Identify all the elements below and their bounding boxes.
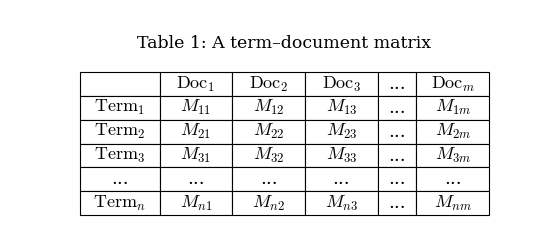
Text: $M_{22}$: $M_{22}$ [253, 122, 284, 141]
Text: Table 1: A term–document matrix: Table 1: A term–document matrix [137, 35, 431, 52]
Bar [378, 168, 417, 191]
Bar [305, 96, 378, 120]
Text: $M_{3m}$: $M_{3m}$ [434, 146, 471, 165]
Text: $M_{32}$: $M_{32}$ [253, 146, 284, 165]
Bar [305, 72, 378, 96]
Text: $\mathrm{Doc}_1$: $\mathrm{Doc}_1$ [176, 75, 216, 93]
Text: $M_{n1}$: $M_{n1}$ [179, 194, 212, 213]
Bar [378, 144, 417, 168]
Text: $\mathrm{Term}_1$: $\mathrm{Term}_1$ [94, 98, 145, 117]
Bar [160, 191, 232, 215]
Bar [417, 191, 489, 215]
Text: $M_{11}$: $M_{11}$ [181, 98, 212, 117]
Bar [80, 120, 160, 144]
Text: ...: ... [388, 123, 406, 141]
Text: ...: ... [388, 75, 406, 93]
Text: $\mathrm{Doc}_3$: $\mathrm{Doc}_3$ [322, 75, 361, 93]
Text: ...: ... [388, 194, 406, 212]
Bar [305, 120, 378, 144]
Text: $M_{n3}$: $M_{n3}$ [325, 194, 358, 213]
Bar [80, 144, 160, 168]
Bar [80, 168, 160, 191]
Text: ...: ... [388, 170, 406, 188]
Text: ...: ... [444, 170, 461, 188]
Text: $M_{2m}$: $M_{2m}$ [434, 122, 471, 141]
Text: ...: ... [260, 170, 278, 188]
Text: $M_{nm}$: $M_{nm}$ [434, 194, 471, 213]
Bar [160, 168, 232, 191]
Bar [378, 96, 417, 120]
Bar [232, 144, 305, 168]
Text: $M_{31}$: $M_{31}$ [181, 146, 212, 165]
Text: ...: ... [187, 170, 205, 188]
Bar [417, 168, 489, 191]
Bar [160, 96, 232, 120]
Text: $M_{13}$: $M_{13}$ [326, 98, 357, 117]
Bar [160, 120, 232, 144]
Bar [80, 191, 160, 215]
Bar [80, 72, 160, 96]
Text: $M_{33}$: $M_{33}$ [326, 146, 357, 165]
Text: $M_{1m}$: $M_{1m}$ [434, 98, 471, 117]
Text: $\mathrm{Term}_3$: $\mathrm{Term}_3$ [94, 146, 146, 165]
Bar [160, 72, 232, 96]
Bar [232, 120, 305, 144]
Bar [305, 144, 378, 168]
Text: $\mathrm{Term}_2$: $\mathrm{Term}_2$ [94, 122, 146, 141]
Bar [232, 72, 305, 96]
Bar [417, 144, 489, 168]
Bar [160, 144, 232, 168]
Text: $M_{n2}$: $M_{n2}$ [252, 194, 285, 213]
Bar [305, 191, 378, 215]
Text: $\mathrm{Term}_n$: $\mathrm{Term}_n$ [93, 194, 146, 213]
Text: $M_{23}$: $M_{23}$ [326, 122, 357, 141]
Text: ...: ... [111, 170, 129, 188]
Bar [378, 191, 417, 215]
Bar [378, 120, 417, 144]
Bar [378, 72, 417, 96]
Bar [232, 96, 305, 120]
Text: $M_{21}$: $M_{21}$ [181, 122, 212, 141]
Text: $M_{12}$: $M_{12}$ [253, 98, 284, 117]
Text: $\mathrm{Doc}_2$: $\mathrm{Doc}_2$ [249, 75, 288, 93]
Bar [417, 120, 489, 144]
Bar [417, 96, 489, 120]
Text: ...: ... [388, 147, 406, 165]
Bar [305, 168, 378, 191]
Bar [417, 72, 489, 96]
Bar [232, 191, 305, 215]
Text: ...: ... [332, 170, 350, 188]
Bar [232, 168, 305, 191]
Text: $\mathrm{Doc}_m$: $\mathrm{Doc}_m$ [430, 75, 475, 93]
Text: ...: ... [388, 99, 406, 117]
Bar [80, 96, 160, 120]
